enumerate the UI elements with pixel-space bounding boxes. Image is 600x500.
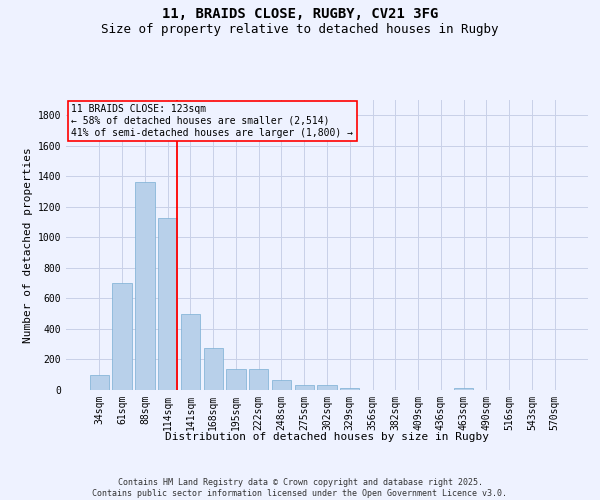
- Bar: [112, 283, 132, 390]
- Text: 11 BRAIDS CLOSE: 123sqm
← 58% of detached houses are smaller (2,514)
41% of semi: 11 BRAIDS CLOSE: 123sqm ← 58% of detache…: [71, 104, 353, 138]
- Bar: [317, 385, 337, 390]
- Bar: [249, 368, 268, 390]
- Bar: [295, 384, 314, 390]
- Bar: [272, 380, 291, 390]
- Bar: [135, 182, 155, 390]
- Text: Size of property relative to detached houses in Rugby: Size of property relative to detached ho…: [101, 22, 499, 36]
- Text: Contains HM Land Registry data © Crown copyright and database right 2025.
Contai: Contains HM Land Registry data © Crown c…: [92, 478, 508, 498]
- Bar: [454, 388, 473, 390]
- Text: 11, BRAIDS CLOSE, RUGBY, CV21 3FG: 11, BRAIDS CLOSE, RUGBY, CV21 3FG: [162, 8, 438, 22]
- Bar: [340, 388, 359, 390]
- Y-axis label: Number of detached properties: Number of detached properties: [23, 147, 34, 343]
- Bar: [181, 314, 200, 390]
- Bar: [158, 218, 178, 390]
- Text: Distribution of detached houses by size in Rugby: Distribution of detached houses by size …: [165, 432, 489, 442]
- Bar: [203, 348, 223, 390]
- Bar: [226, 368, 245, 390]
- Bar: [90, 375, 109, 390]
